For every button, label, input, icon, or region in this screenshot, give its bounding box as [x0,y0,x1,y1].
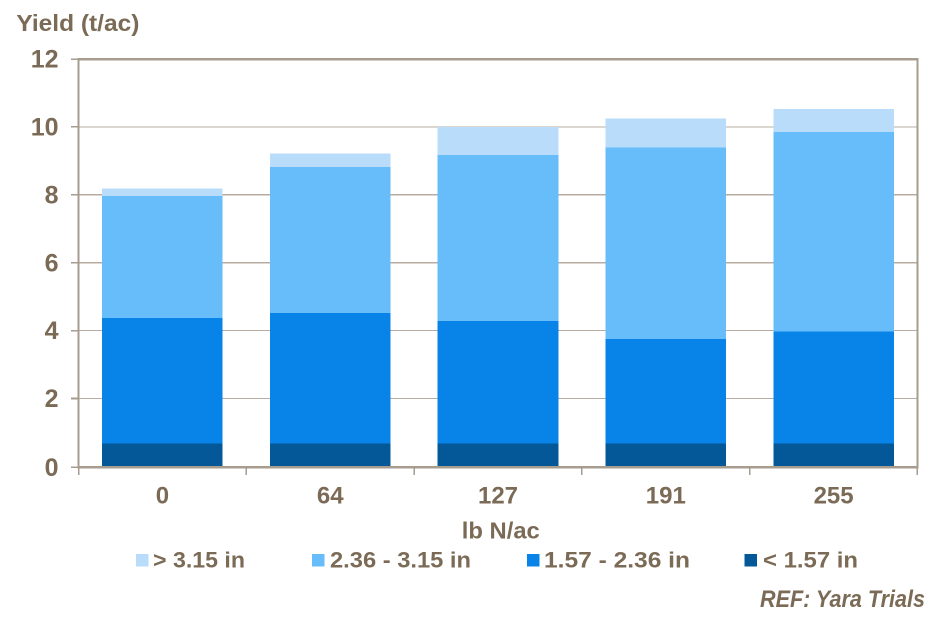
svg-text:Yield (t/ac): Yield (t/ac) [16,10,139,36]
svg-text:10: 10 [31,114,59,142]
svg-text:< 1.57 in: < 1.57 in [763,547,858,572]
svg-text:0: 0 [45,454,59,482]
svg-text:> 3.15 in: > 3.15 in [153,547,245,572]
svg-text:lb N/ac: lb N/ac [462,517,540,543]
svg-text:1.57 - 2.36 in: 1.57 - 2.36 in [544,547,690,572]
svg-text:191: 191 [646,483,686,510]
svg-text:127: 127 [478,483,518,510]
svg-text:8: 8 [45,181,59,209]
svg-text:2.36 - 3.15 in: 2.36 - 3.15 in [330,547,471,572]
svg-text:2: 2 [45,385,59,413]
svg-text:REF: Yara Trials: REF: Yara Trials [760,586,925,613]
svg-text:64: 64 [317,483,344,510]
svg-text:255: 255 [814,483,854,510]
svg-text:6: 6 [45,249,59,277]
svg-text:4: 4 [45,317,59,345]
svg-text:12: 12 [31,46,59,74]
svg-text:0: 0 [156,483,169,510]
